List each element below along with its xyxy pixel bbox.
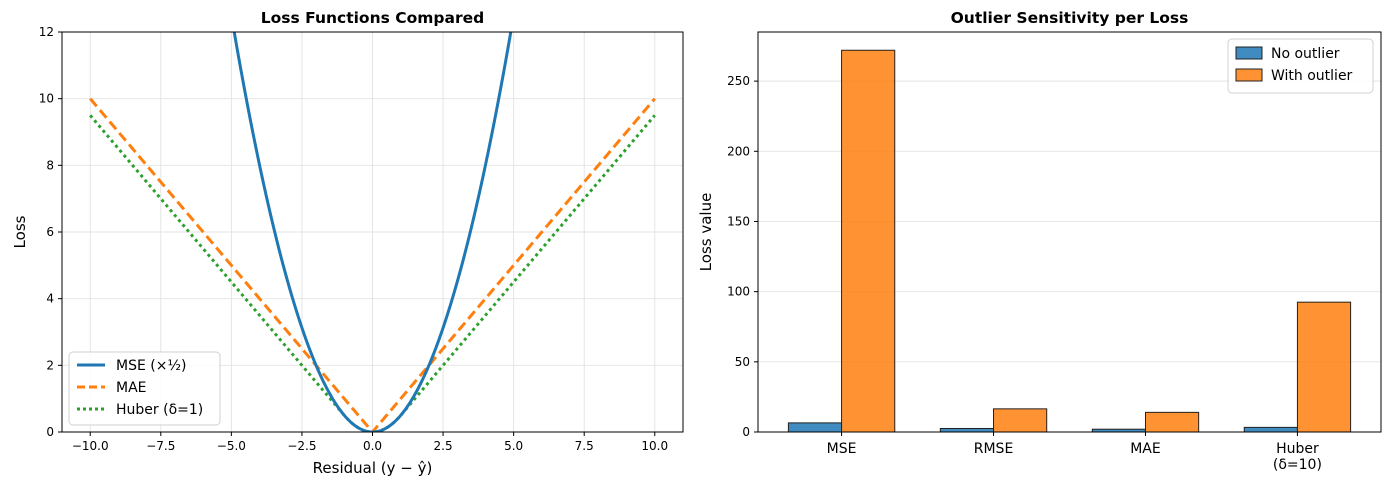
- legend-label-2: Huber (δ=1): [116, 402, 203, 418]
- x-tick-label: (δ=10): [1273, 457, 1322, 473]
- x-tick-label: −10.0: [72, 439, 109, 453]
- y-tick-label: 4: [46, 292, 54, 306]
- series-line-1: [89, 97, 656, 432]
- y-tick-label: 6: [46, 225, 54, 239]
- y-tick-label: 8: [46, 158, 54, 172]
- y-axis-label: Loss: [11, 215, 29, 248]
- series-line-2: [89, 114, 656, 432]
- bar-no-outlier: [1243, 426, 1298, 433]
- legend-label-0: MSE (×½): [116, 358, 187, 374]
- legend-swatch-0: [1235, 46, 1263, 60]
- x-tick-label: −7.5: [146, 439, 175, 453]
- y-tick-label: 250: [727, 74, 750, 88]
- y-tick-label: 0: [742, 425, 750, 439]
- x-tick-label: −5.0: [217, 439, 246, 453]
- y-tick-label: 0: [46, 425, 54, 439]
- y-tick-label: 10: [39, 92, 54, 106]
- y-tick-label: 12: [39, 25, 54, 39]
- x-tick-label: −2.5: [287, 439, 316, 453]
- x-tick-label: 10.0: [641, 439, 668, 453]
- x-tick-label: 5.0: [504, 439, 523, 453]
- bar-with-outlier: [993, 408, 1048, 433]
- legend: MSE (×½) MAE Huber (δ=1): [68, 351, 221, 426]
- bar-with-outlier: [1144, 411, 1200, 433]
- x-tick-label: 0.0: [363, 439, 382, 453]
- legend-label-0: No outlier: [1271, 46, 1340, 62]
- loss-functions-panel: −10.0 −7.5 −5.0 −2.5 0.0 2.5 5.0 7.5 10.0 0 2 4 6 8 10…: [11, 9, 684, 477]
- legend-label-1: MAE: [116, 380, 147, 396]
- y-tick-label: 50: [735, 355, 750, 369]
- legend-box: [1227, 38, 1374, 94]
- series-layer: [89, 32, 656, 432]
- bar-no-outlier: [939, 427, 995, 433]
- legend-swatch-1: [1235, 68, 1263, 82]
- x-tick-label: 7.5: [575, 439, 594, 453]
- bar-with-outlier: [1296, 301, 1352, 433]
- x-tick-label: RMSE: [974, 441, 1014, 457]
- x-tick-label: 2.5: [434, 439, 453, 453]
- axes-frame: [757, 31, 1382, 433]
- x-tick-label: MAE: [1130, 441, 1161, 457]
- legend-label-1: With outlier: [1271, 68, 1353, 84]
- y-tick-label: 100: [727, 285, 750, 299]
- bar-with-outlier: [841, 49, 896, 433]
- legend: No outlier With outlier: [1227, 38, 1374, 94]
- outlier-sensitivity-panel: 0 50 100 150 200 250 MSE RMSE MAE Huber(δ=10) Outl…: [697, 9, 1382, 473]
- y-tick-label: 150: [727, 214, 750, 228]
- bar-no-outlier: [787, 422, 843, 433]
- y-axis-label: Loss value: [697, 193, 715, 272]
- legend-box: [68, 351, 221, 426]
- y-tick-label: 200: [727, 144, 750, 158]
- chart-title: Outlier Sensitivity per Loss: [951, 9, 1189, 27]
- y-tick-label: 2: [46, 358, 54, 372]
- x-tick-label: Huber: [1276, 441, 1319, 457]
- chart-title: Loss Functions Compared: [261, 9, 484, 27]
- x-axis-label: Residual (y − ŷ): [313, 459, 433, 477]
- x-tick-label: MSE: [827, 441, 857, 457]
